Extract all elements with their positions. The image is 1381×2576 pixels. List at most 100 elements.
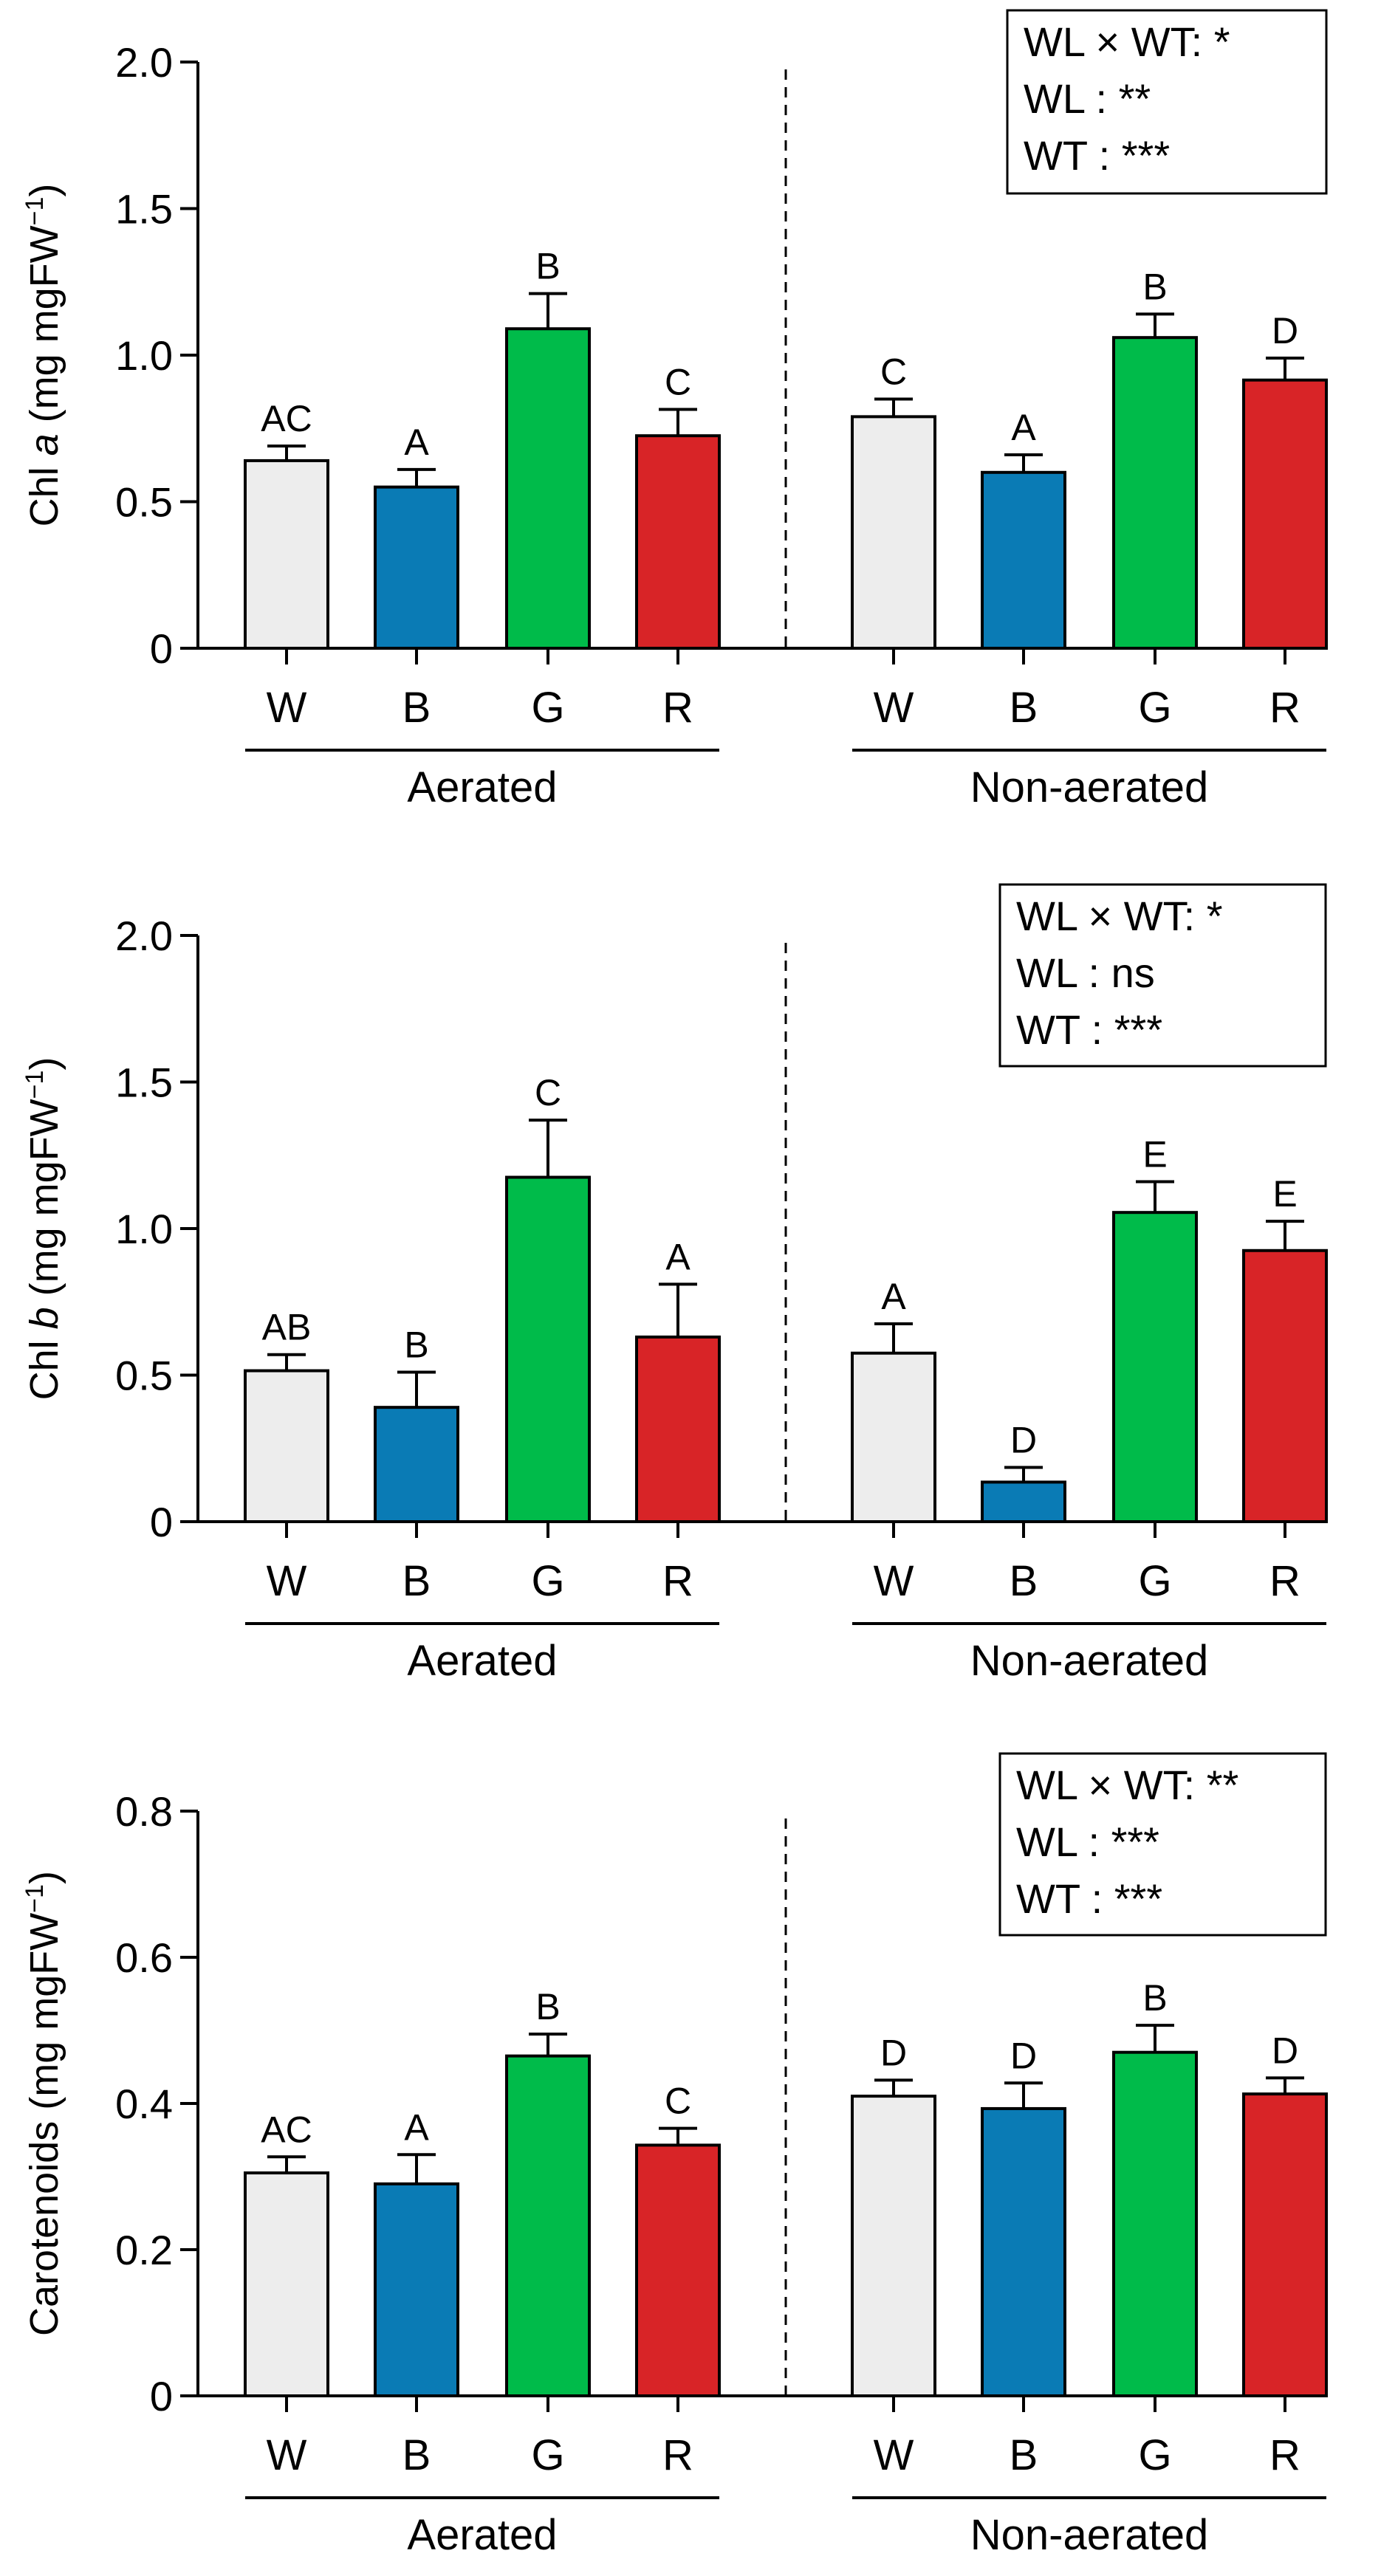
bar-non-aerated-G — [1112, 1211, 1198, 1524]
group-label-aerated: Aerated — [407, 763, 557, 811]
stats-line: WL × WT: ** — [1016, 1762, 1238, 1808]
significance-letter: B — [404, 1325, 428, 1366]
y-tick-label: 2.0 — [115, 913, 173, 959]
stats-legend-box — [998, 1752, 1327, 1937]
chart-panel-top: 0 0.5 1.0 1.5 2.0 Chl a (mg mgFW−1) AC W A B B G C R A… — [21, 9, 1328, 811]
significance-letter: D — [1010, 1420, 1037, 1461]
stats-line: WL : ns — [1016, 949, 1155, 996]
x-tick-label: W — [874, 2431, 914, 2479]
x-tick-label: R — [1269, 684, 1301, 732]
bar-non-aerated-W — [851, 2095, 936, 2398]
significance-letter: B — [1142, 1977, 1167, 2019]
bar-non-aerated-R — [1242, 378, 1328, 650]
y-label-close: ) — [22, 1057, 66, 1071]
bar-aerated-G — [505, 1175, 591, 1524]
group-label-aerated: Aerated — [407, 1637, 557, 1685]
bar-non-aerated-R — [1242, 1248, 1328, 1524]
y-label-superscript: −1 — [21, 1071, 49, 1099]
significance-letter: B — [535, 1986, 560, 2027]
x-tick-label: G — [1138, 684, 1171, 732]
y-tick-label: 2.0 — [115, 39, 173, 86]
bar-aerated-R — [635, 434, 721, 650]
bar-aerated-B — [374, 2182, 459, 2397]
x-tick-label: W — [874, 684, 914, 732]
x-tick-label: R — [662, 1557, 693, 1605]
significance-letter: E — [1272, 1173, 1297, 1215]
x-tick-label: R — [1269, 2431, 1301, 2479]
bar-aerated-W — [244, 1369, 329, 1524]
stats-legend-box — [1006, 9, 1328, 195]
x-tick-label: G — [1138, 2431, 1171, 2479]
bar-aerated-B — [374, 1406, 459, 1524]
stats-legend-box — [998, 883, 1327, 1068]
x-tick-label: B — [402, 1557, 431, 1605]
significance-letter: A — [1011, 407, 1036, 448]
significance-letter: A — [881, 1276, 906, 1317]
bar-non-aerated-G — [1112, 2050, 1198, 2397]
x-tick-label: G — [531, 1557, 564, 1605]
significance-letter: AB — [262, 1307, 312, 1348]
bar-non-aerated-B — [981, 2106, 1066, 2397]
significance-letter: C — [535, 1072, 561, 1113]
x-tick-label: G — [1138, 1557, 1171, 1605]
significance-letter: B — [535, 246, 560, 287]
significance-letter: A — [404, 422, 429, 463]
y-label-unit: (mg mgFW — [22, 1099, 66, 1307]
significance-letter: C — [665, 361, 691, 402]
x-tick-label: W — [874, 1557, 914, 1605]
y-label-superscript: −1 — [21, 1884, 49, 1913]
group-label-non-aerated: Non-aerated — [970, 763, 1208, 811]
y-axis-label: Chl b (mg mgFW−1) — [21, 1057, 66, 1401]
stats-line: WL × WT: * — [1024, 18, 1230, 65]
y-tick-label: 0 — [150, 625, 173, 672]
bar-aerated-R — [635, 2143, 721, 2397]
significance-letter: D — [1272, 2030, 1298, 2071]
y-label-italic: a — [22, 433, 66, 456]
x-tick-label: B — [1010, 1557, 1038, 1605]
significance-letter: C — [665, 2081, 691, 2122]
y-axis-label: Chl a (mg mgFW−1) — [21, 184, 66, 527]
y-tick-label: 0.8 — [115, 1788, 173, 1835]
y-label-unit: (mg mgFW — [22, 225, 66, 433]
y-label-main: Chl — [22, 456, 66, 526]
stats-line: WT : *** — [1016, 1006, 1162, 1053]
x-tick-label: B — [1010, 684, 1038, 732]
bar-non-aerated-G — [1112, 336, 1198, 650]
bar-aerated-W — [244, 2171, 329, 2398]
significance-letter: A — [404, 2106, 429, 2148]
y-tick-label: 0 — [150, 2373, 173, 2419]
x-tick-label: G — [531, 2431, 564, 2479]
y-tick-label: 0.5 — [115, 479, 173, 526]
x-tick-label: B — [1010, 2431, 1038, 2479]
bar-aerated-W — [244, 458, 329, 650]
significance-letter: AC — [261, 398, 312, 439]
y-tick-label: 1.5 — [115, 186, 173, 233]
bar-aerated-B — [374, 485, 459, 650]
significance-letter: B — [1142, 266, 1167, 307]
stats-line: WL × WT: * — [1016, 893, 1223, 939]
significance-letter: AC — [261, 2109, 312, 2150]
y-label-superscript: −1 — [21, 197, 49, 226]
x-tick-label: B — [402, 2431, 431, 2479]
y-label-unit: (mg mgFW — [22, 1913, 66, 2121]
bar-non-aerated-W — [851, 1351, 936, 1523]
x-tick-label: R — [1269, 1557, 1301, 1605]
y-tick-label: 0.5 — [115, 1353, 173, 1399]
x-tick-label: G — [531, 684, 564, 732]
significance-letter: E — [1142, 1133, 1167, 1175]
bar-aerated-G — [505, 2054, 591, 2397]
x-tick-label: W — [267, 2431, 307, 2479]
group-label-non-aerated: Non-aerated — [970, 1637, 1208, 1685]
y-label-main: Carotenoids — [22, 2121, 66, 2336]
y-tick-label: 1.0 — [115, 1206, 173, 1252]
y-tick-label: 0.6 — [115, 1934, 173, 1981]
bar-non-aerated-W — [851, 415, 936, 650]
y-tick-label: 1.0 — [115, 332, 173, 379]
group-label-non-aerated: Non-aerated — [970, 2511, 1208, 2559]
x-tick-label: W — [267, 684, 307, 732]
stats-line: WL : *** — [1016, 1818, 1159, 1865]
x-tick-label: R — [662, 2431, 693, 2479]
